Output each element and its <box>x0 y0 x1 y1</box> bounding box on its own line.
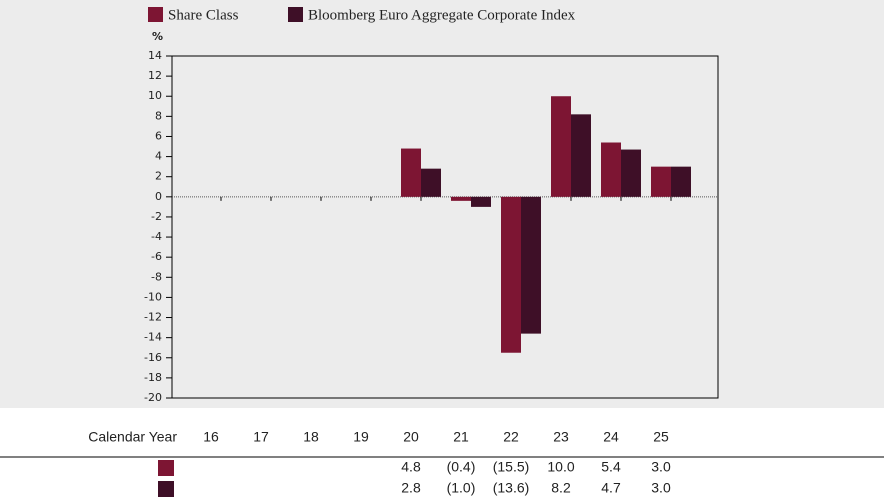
y-tick-label: 14 <box>148 49 162 62</box>
bar <box>621 149 641 197</box>
legend-label: Share Class <box>168 7 239 23</box>
table-value: 5.4 <box>601 459 621 475</box>
table-value: 8.2 <box>551 480 571 496</box>
y-tick-label: -8 <box>151 270 162 283</box>
table-year: 20 <box>403 429 419 445</box>
table-value: (1.0) <box>447 480 476 496</box>
table-value: 2.8 <box>401 480 421 496</box>
y-tick-label: 0 <box>155 190 162 203</box>
table-value: 4.8 <box>401 459 421 475</box>
bar <box>521 196 541 334</box>
y-tick-label: -18 <box>144 371 162 384</box>
table-year: 18 <box>303 429 319 445</box>
table-value: (0.4) <box>447 459 476 475</box>
table-year: 17 <box>253 429 269 445</box>
table-year: 22 <box>503 429 519 445</box>
legend-label: Bloomberg Euro Aggregate Corporate Index <box>308 7 576 23</box>
bar <box>501 196 521 353</box>
bar <box>671 166 691 197</box>
table-value: 4.7 <box>601 480 621 496</box>
bar <box>651 166 671 197</box>
y-tick-label: -4 <box>151 230 162 243</box>
table-swatch <box>158 481 174 497</box>
table-swatch <box>158 460 174 476</box>
y-tick-label: -2 <box>151 210 162 223</box>
table-year: 21 <box>453 429 469 445</box>
bar <box>601 142 621 197</box>
y-tick-label: 8 <box>155 109 162 122</box>
legend-swatch <box>288 7 303 22</box>
bar <box>451 196 471 201</box>
y-axis-label: % <box>152 30 163 43</box>
table-value: (15.5) <box>493 459 530 475</box>
table-year: 24 <box>603 429 619 445</box>
table-year: 16 <box>203 429 219 445</box>
bar <box>571 114 591 197</box>
table-value: (13.6) <box>493 480 530 496</box>
y-tick-label: 10 <box>148 89 162 102</box>
table-year: 19 <box>353 429 369 445</box>
table-year: 25 <box>653 429 669 445</box>
y-tick-label: 12 <box>148 69 162 82</box>
y-tick-label: 2 <box>155 170 162 183</box>
bar <box>401 148 421 197</box>
table-header-label: Calendar Year <box>88 429 177 445</box>
bar <box>421 168 441 197</box>
y-tick-label: 4 <box>155 150 162 163</box>
y-tick-label: -20 <box>144 391 162 404</box>
table-value: 10.0 <box>547 459 574 475</box>
y-tick-label: -6 <box>151 250 162 263</box>
legend-swatch <box>148 7 163 22</box>
y-tick-label: -12 <box>144 311 162 324</box>
y-tick-label: 6 <box>155 129 162 142</box>
bar <box>551 96 571 197</box>
table-value: 3.0 <box>651 459 671 475</box>
table-year: 23 <box>553 429 569 445</box>
plot-frame <box>171 55 719 399</box>
y-tick-label: -16 <box>144 351 162 364</box>
y-tick-label: -10 <box>144 290 162 303</box>
table-value: 3.0 <box>651 480 671 496</box>
bar <box>471 196 491 207</box>
y-tick-label: -14 <box>144 331 162 344</box>
